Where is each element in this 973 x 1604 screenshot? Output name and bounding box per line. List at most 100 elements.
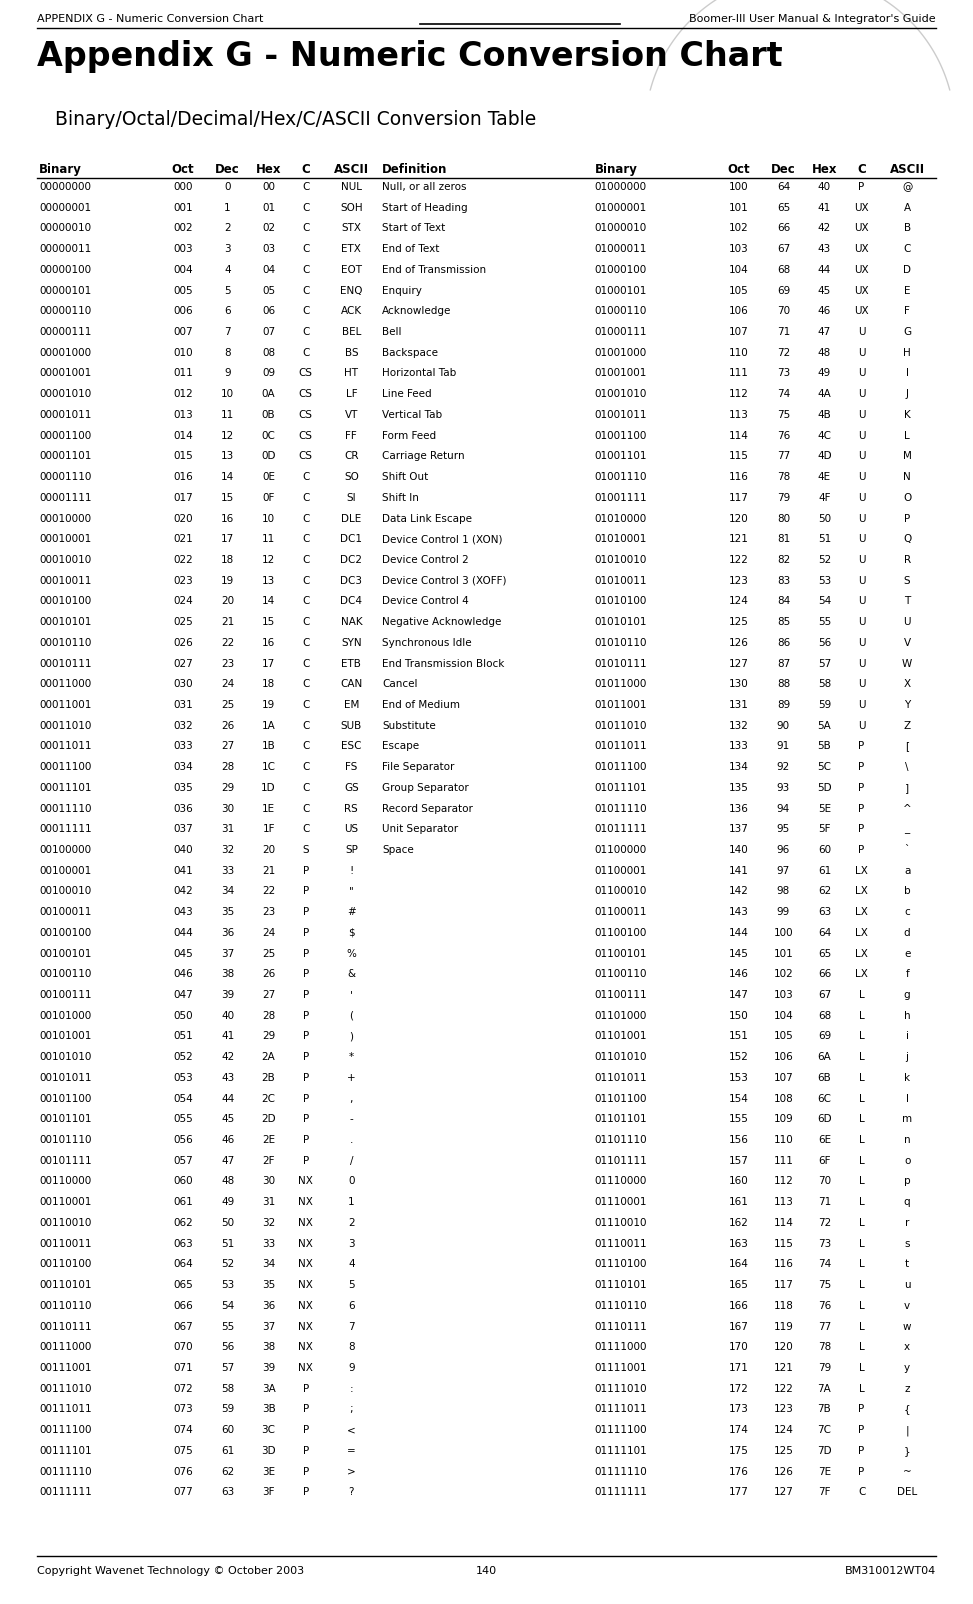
Text: 00010100: 00010100 <box>39 597 91 606</box>
Text: 01111000: 01111000 <box>595 1343 647 1352</box>
Text: 114: 114 <box>774 1217 793 1229</box>
Text: L: L <box>859 1176 864 1187</box>
Text: 177: 177 <box>729 1487 748 1497</box>
Text: 24: 24 <box>221 678 234 690</box>
Text: 014: 014 <box>173 430 193 441</box>
Text: 01011100: 01011100 <box>595 762 647 772</box>
Text: 00000111: 00000111 <box>39 327 91 337</box>
Text: P: P <box>858 1445 865 1456</box>
Text: 45: 45 <box>221 1115 234 1124</box>
Text: 01101001: 01101001 <box>595 1031 647 1041</box>
Text: NX: NX <box>299 1176 313 1187</box>
Text: Oct: Oct <box>727 164 750 176</box>
Text: 42: 42 <box>817 223 831 234</box>
Text: x: x <box>904 1343 910 1352</box>
Text: 92: 92 <box>776 762 790 772</box>
Text: 30: 30 <box>221 804 234 813</box>
Text: C: C <box>302 762 309 772</box>
Text: 57: 57 <box>221 1363 234 1373</box>
Text: 15: 15 <box>221 492 234 502</box>
Text: 83: 83 <box>776 576 790 585</box>
Text: 042: 042 <box>173 887 193 897</box>
Text: 17: 17 <box>262 659 275 669</box>
Text: 5: 5 <box>224 286 231 295</box>
Text: C: C <box>302 659 309 669</box>
Text: 055: 055 <box>173 1115 193 1124</box>
Text: L: L <box>904 430 910 441</box>
Text: FF: FF <box>345 430 357 441</box>
Text: 172: 172 <box>729 1384 748 1394</box>
Text: 00110101: 00110101 <box>39 1280 91 1290</box>
Text: 12: 12 <box>262 555 275 565</box>
Text: 2D: 2D <box>262 1115 276 1124</box>
Text: C: C <box>302 804 309 813</box>
Text: 176: 176 <box>729 1466 748 1477</box>
Text: 01110001: 01110001 <box>595 1197 647 1208</box>
Text: P: P <box>858 741 865 751</box>
Text: 114: 114 <box>729 430 748 441</box>
Text: 53: 53 <box>221 1280 234 1290</box>
Text: 25: 25 <box>262 948 275 959</box>
Text: 01111100: 01111100 <box>595 1424 647 1436</box>
Text: 120: 120 <box>729 513 748 523</box>
Text: 01010111: 01010111 <box>595 659 647 669</box>
Text: U: U <box>858 638 865 648</box>
Text: 001: 001 <box>173 202 193 213</box>
Text: C: C <box>302 513 309 523</box>
Text: 00011101: 00011101 <box>39 783 91 792</box>
Text: f: f <box>905 969 909 980</box>
Text: 18: 18 <box>221 555 234 565</box>
Text: 00101110: 00101110 <box>39 1136 91 1145</box>
Text: 04: 04 <box>262 265 275 274</box>
Text: ASCII: ASCII <box>334 164 369 176</box>
Text: 024: 024 <box>173 597 193 606</box>
Text: 52: 52 <box>221 1259 234 1269</box>
Text: 045: 045 <box>173 948 193 959</box>
Text: 105: 105 <box>774 1031 793 1041</box>
Text: 7: 7 <box>224 327 231 337</box>
Text: 01100001: 01100001 <box>595 866 647 876</box>
Text: 043: 043 <box>173 908 193 917</box>
Text: 01011010: 01011010 <box>595 720 647 731</box>
Text: 53: 53 <box>817 576 831 585</box>
Text: L: L <box>859 1322 864 1331</box>
Text: 99: 99 <box>776 908 790 917</box>
Text: 127: 127 <box>729 659 748 669</box>
Text: 32: 32 <box>262 1217 275 1229</box>
Text: c: c <box>904 908 910 917</box>
Text: 00000100: 00000100 <box>39 265 91 274</box>
Text: 075: 075 <box>173 1445 193 1456</box>
Text: 00100000: 00100000 <box>39 845 91 855</box>
Text: 82: 82 <box>776 555 790 565</box>
Text: 116: 116 <box>774 1259 793 1269</box>
Text: 48: 48 <box>221 1176 234 1187</box>
Text: NX: NX <box>299 1280 313 1290</box>
Text: 102: 102 <box>729 223 748 234</box>
Text: P: P <box>858 762 865 772</box>
Text: H: H <box>903 348 911 358</box>
Text: 036: 036 <box>173 804 193 813</box>
Text: 46: 46 <box>817 306 831 316</box>
Text: $: $ <box>348 927 355 938</box>
Text: +: + <box>347 1073 356 1083</box>
Text: C: C <box>302 576 309 585</box>
Text: 116: 116 <box>729 472 748 483</box>
Text: 017: 017 <box>173 492 193 502</box>
Text: 20: 20 <box>262 845 275 855</box>
Text: L: L <box>859 1217 864 1229</box>
Text: 034: 034 <box>173 762 193 772</box>
Text: 55: 55 <box>817 618 831 627</box>
Text: 113: 113 <box>774 1197 793 1208</box>
Text: 01011110: 01011110 <box>595 804 647 813</box>
Text: C: C <box>302 699 309 711</box>
Text: U: U <box>858 555 865 565</box>
Text: -: - <box>349 1115 353 1124</box>
Text: 01010011: 01010011 <box>595 576 647 585</box>
Text: Hex: Hex <box>256 164 281 176</box>
Text: 132: 132 <box>729 720 748 731</box>
Text: 01100011: 01100011 <box>595 908 647 917</box>
Text: 066: 066 <box>173 1301 193 1310</box>
Text: 74: 74 <box>776 390 790 399</box>
Text: 25: 25 <box>221 699 234 711</box>
Text: U: U <box>858 451 865 462</box>
